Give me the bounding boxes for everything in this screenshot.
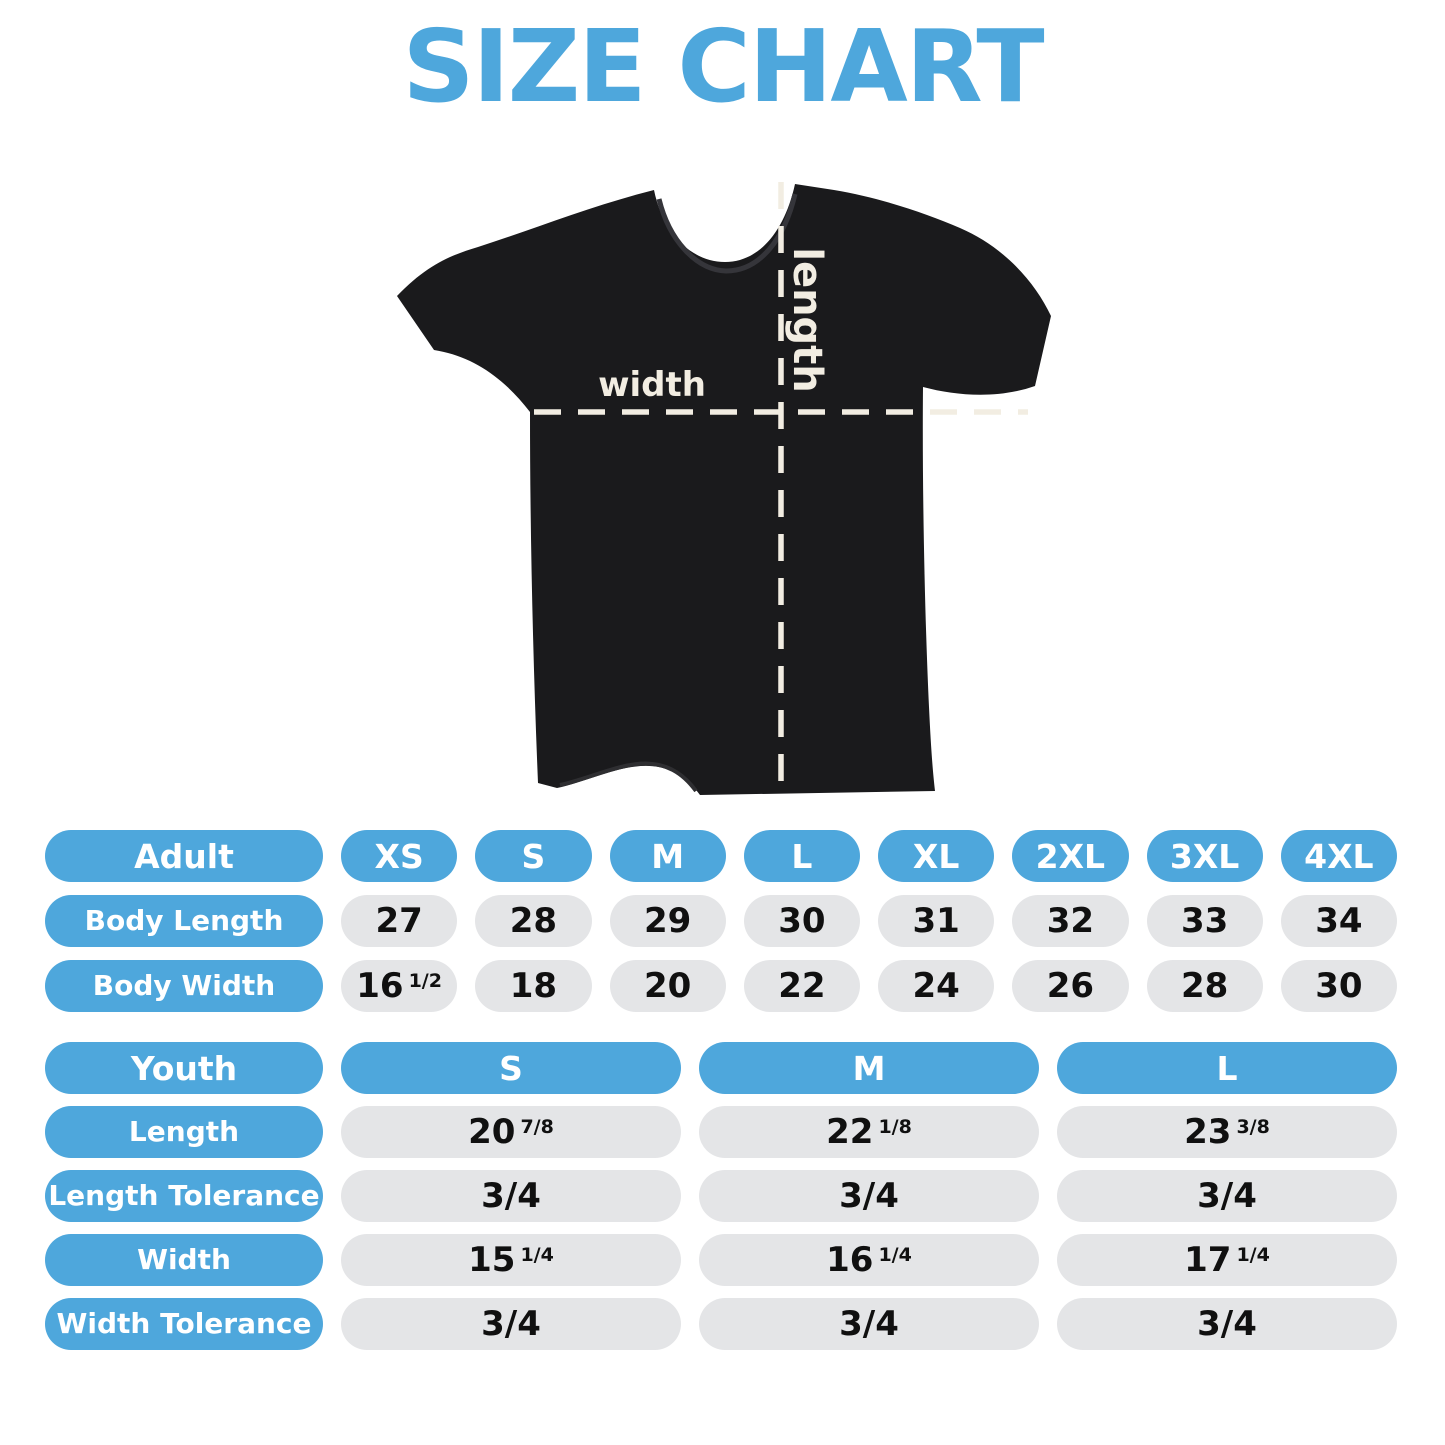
adult-value-cell: 28 — [475, 895, 592, 947]
value-whole: 16 — [826, 1240, 874, 1280]
youth-value-cell: 3/4 — [341, 1170, 681, 1222]
adult-value-cell: 16 1/2 — [341, 960, 458, 1012]
adult-size-column-header: 2XL — [1012, 830, 1129, 882]
youth-value-cell: 22 1/8 — [699, 1106, 1039, 1158]
adult-size-column-header: M — [609, 830, 726, 882]
adult-row-label: Body Length — [45, 895, 323, 947]
adult-value-cell: 20 — [609, 960, 726, 1012]
value-fraction: 1/4 — [878, 1244, 912, 1267]
youth-row-label: Length Tolerance — [45, 1170, 323, 1222]
adult-value-cell: 22 — [743, 960, 860, 1012]
adult-value-cell: 30 — [1280, 960, 1397, 1012]
adult-value-cell: 24 — [878, 960, 995, 1012]
adult-corner-header: Adult — [45, 830, 323, 882]
page-title: SIZE CHART — [402, 8, 1044, 125]
adult-value-cell: 32 — [1012, 895, 1129, 947]
youth-row-label: Length — [45, 1106, 323, 1158]
adult-size-column-header: S — [475, 830, 592, 882]
adult-value-cell: 18 — [475, 960, 592, 1012]
youth-size-column-header: S — [341, 1042, 681, 1094]
adult-size-column-header: XL — [878, 830, 995, 882]
youth-value-cell: 3/4 — [699, 1170, 1039, 1222]
youth-corner-header: Youth — [45, 1042, 323, 1094]
value-fraction: 1/4 — [520, 1244, 554, 1267]
tshirt-silhouette — [397, 184, 1051, 795]
value-fraction: 1/2 — [408, 970, 442, 993]
length-label: length — [784, 247, 830, 393]
youth-size-column-header: L — [1057, 1042, 1397, 1094]
adult-value-cell: 27 — [341, 895, 458, 947]
youth-value-cell: 20 7/8 — [341, 1106, 681, 1158]
youth-value-cell: 17 1/4 — [1057, 1234, 1397, 1286]
adult-value-cell: 33 — [1146, 895, 1263, 947]
value-whole: 17 — [1184, 1240, 1232, 1280]
value-fraction: 1/8 — [878, 1116, 912, 1139]
youth-size-column-header: M — [699, 1042, 1039, 1094]
adult-size-column-header: 3XL — [1146, 830, 1263, 882]
tshirt-measurement-diagram: width length — [382, 172, 1062, 812]
hem-fold-line — [559, 761, 698, 793]
tshirt-graphic: width length — [397, 182, 1051, 795]
value-fraction: 1/4 — [1236, 1244, 1270, 1267]
value-whole: 23 — [1184, 1112, 1232, 1152]
youth-value-cell: 16 1/4 — [699, 1234, 1039, 1286]
adult-size-column-header: L — [743, 830, 860, 882]
width-label: width — [598, 365, 706, 405]
adult-value-cell: 28 — [1146, 960, 1263, 1012]
adult-row-label: Body Width — [45, 960, 323, 1012]
youth-value-cell: 3/4 — [699, 1298, 1039, 1350]
youth-row-label: Width Tolerance — [45, 1298, 323, 1350]
youth-value-cell: 3/4 — [341, 1298, 681, 1350]
youth-value-cell: 3/4 — [1057, 1170, 1397, 1222]
value-fraction: 3/8 — [1236, 1116, 1270, 1139]
youth-value-cell: 3/4 — [1057, 1298, 1397, 1350]
value-whole: 15 — [468, 1240, 516, 1280]
value-whole: 20 — [468, 1112, 516, 1152]
youth-value-cell: 23 3/8 — [1057, 1106, 1397, 1158]
adult-value-cell: 29 — [609, 895, 726, 947]
adult-size-table: Adult XS S M L XL 2XL 3XL 4XL Body Length 27 28 29 30… — [45, 830, 1397, 1012]
youth-row-label: Width — [45, 1234, 323, 1286]
youth-value-cell: 15 1/4 — [341, 1234, 681, 1286]
adult-value-cell: 31 — [878, 895, 995, 947]
value-whole: 16 — [356, 966, 404, 1006]
value-fraction: 7/8 — [520, 1116, 554, 1139]
adult-size-column-header: XS — [341, 830, 458, 882]
youth-size-table: Youth S M L Length 20 7/8 22 1/8 23 3/8 Length Tole… — [45, 1042, 1397, 1350]
adult-size-column-header: 4XL — [1280, 830, 1397, 882]
adult-value-cell: 34 — [1280, 895, 1397, 947]
adult-value-cell: 26 — [1012, 960, 1129, 1012]
value-whole: 22 — [826, 1112, 874, 1152]
adult-value-cell: 30 — [743, 895, 860, 947]
